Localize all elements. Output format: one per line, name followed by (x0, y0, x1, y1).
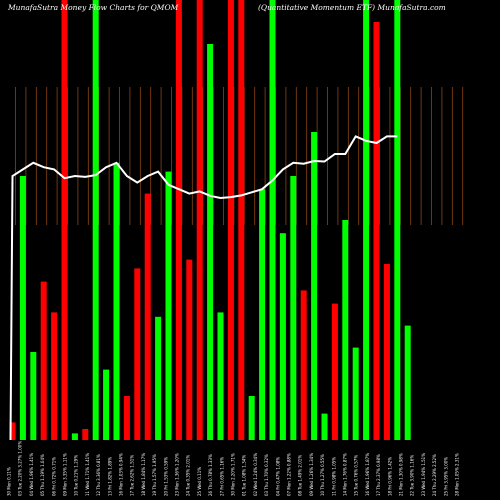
x-tick-label: 08 Tue 1.49% 2.01% (298, 455, 303, 496)
bar (103, 369, 110, 440)
x-tick-label: 01 Tue 1.08% 1.34% (242, 455, 247, 496)
x-tick-label: 19 Thu 1.57% 1.95% (152, 454, 157, 496)
bar-series (9, 0, 411, 441)
bar (227, 0, 234, 440)
x-tick-label: 02 Wed 1.24% 0.34% (253, 453, 258, 496)
bar (9, 422, 16, 440)
bar (217, 312, 224, 440)
bar (175, 0, 182, 440)
bar (19, 176, 26, 440)
x-tick-label: 23 Mon 1.36% 1.20% (175, 453, 180, 496)
x-tick-label: 03 Thu 1.70% 0.32% (264, 454, 269, 496)
bar (123, 396, 130, 440)
bar (342, 220, 349, 440)
x-tick-label: 30 Mon 2.20% 1.71% (231, 453, 236, 496)
x-tick-label: 09 Mon 3.35% 1.11% (63, 453, 68, 496)
x-tick-label: 04 Fri 0.47% 1.08% (275, 457, 280, 496)
bar (290, 176, 297, 440)
x-tick-label: 04 Wed 1.96% 1.41% (29, 453, 34, 496)
bar (300, 290, 307, 440)
bar (196, 0, 203, 440)
bar (404, 325, 411, 440)
x-tick-label: 17 Thu 2.37% 0.98% (376, 454, 381, 496)
bar (383, 264, 390, 440)
bar (238, 0, 245, 440)
chart-title-left: MunafaSutra Money Flow Charts for QMOM (7, 3, 179, 12)
x-tick-label: 15 Tue 0.76% 0.57% (354, 455, 359, 496)
bar (207, 44, 214, 440)
x-tick-label: 16 Mon 1.03% 0.94% (119, 453, 124, 496)
bar (248, 396, 255, 440)
x-tick-label: 18 Wed 1.84% 1.17% (141, 453, 146, 496)
bar (279, 233, 286, 440)
x-tick-label: 23 Wed 1.94% 1.51% (421, 453, 426, 496)
bar (373, 22, 380, 440)
bar (352, 347, 359, 440)
bar (155, 316, 162, 440)
x-tick-label: 25 Fri 3.95% 3.00% (443, 457, 448, 496)
bar (311, 132, 318, 440)
x-tick-label: 13 Fri 1.82% 1.89% (107, 457, 112, 496)
bar (113, 162, 120, 441)
x-tick-label: 05 Thu 1.19% 1.04% (40, 454, 45, 496)
bar (40, 281, 47, 440)
x-tick-label: 11 Wed 1.71% 1.41% (85, 453, 90, 496)
x-tick-label: 16 Wed 1.96% 1.87% (365, 453, 370, 496)
bar (92, 0, 99, 440)
trend-line (9, 135, 398, 441)
x-tick-label: 03 Tue 2.20% 3.27% 1.00% (18, 441, 23, 496)
bar (51, 312, 58, 440)
x-tick-label: 25 Wed 0.11% (197, 467, 202, 496)
x-tick-label: 17 Tue 2.62% 1.51% (130, 455, 135, 496)
bar (71, 433, 78, 440)
x-tick-label: 10 Thu 1.27% 0.55% (320, 454, 325, 496)
x-tick-label: 09 Wed 1.26% 1.34% (309, 453, 314, 496)
x-tick-label: 26 Thu 0.78% 1.33% (208, 454, 213, 496)
x-tick-label: 06 Fri 0.72% 0.71% (51, 457, 56, 496)
bar (165, 171, 172, 440)
bar (321, 413, 328, 440)
bar (30, 352, 37, 440)
bar (144, 193, 151, 440)
bar (363, 0, 370, 440)
bar (134, 268, 141, 440)
x-tick-label: 10 Tue 0.21% 1.29% (74, 455, 79, 496)
x-tick-label: 11 Fri 0.98% 1.05% (331, 457, 336, 496)
bar (61, 0, 68, 440)
bar (394, 0, 401, 440)
bar (186, 259, 193, 440)
x-tick-label: 22 Tue 3.90% 1.16% (410, 455, 415, 496)
x-tick-label: 21 Mon 1.30% 0.98% (399, 453, 404, 496)
x-axis-labels: 30 Mon 0.11% 03 Tue 2.20% 3.27% 1.00% 04 W… (7, 441, 460, 496)
bar (82, 429, 89, 440)
x-tick-label: 30 Mon 0.11% (7, 467, 12, 496)
x-tick-label: 14 Mon 1.76% 0.87% (343, 453, 348, 496)
x-tick-label: 24 Thu 2.29% 2.52% (432, 454, 437, 496)
x-tick-label: 28 Mon 1.05% 2.31% (455, 453, 460, 496)
bar (331, 303, 338, 440)
x-tick-label: 20 Fri 1.53% 0.59% (163, 457, 168, 496)
x-tick-label: 18 Fri 0.96% 1.42% (387, 457, 392, 496)
x-tick-label: 07 Mon 1.22% 0.88% (287, 453, 292, 496)
x-tick-label: 27 Fri 0.65% 1.16% (219, 457, 224, 496)
chart-title-right: (Quantitative Momentum ETF) MunafaSutra.… (258, 3, 446, 12)
x-tick-label: 24 Tue 0.35% 2.01% (186, 455, 191, 496)
x-tick-label: 12 Thu 3.36% 0.81% (96, 454, 101, 496)
bar (269, 0, 276, 440)
bar (259, 189, 266, 440)
